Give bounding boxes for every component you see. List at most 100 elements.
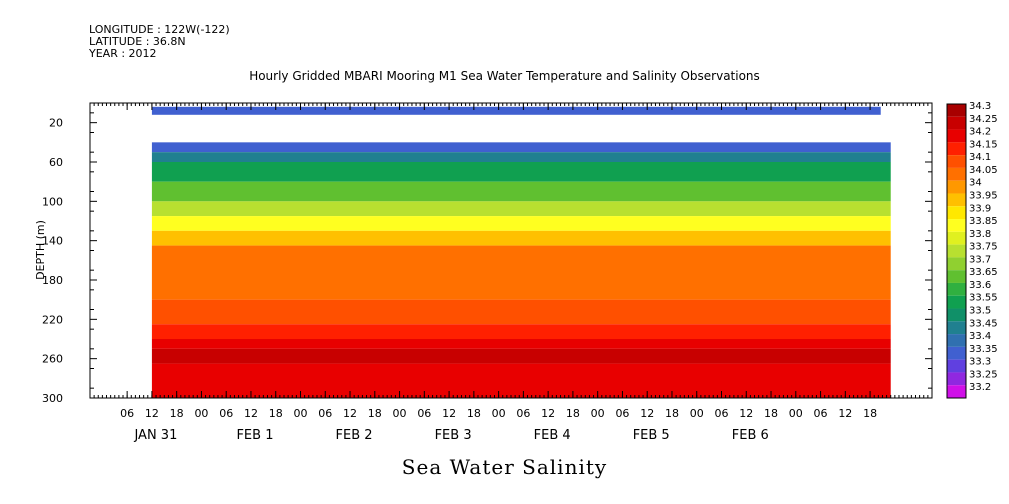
colorbar-swatch xyxy=(947,244,966,258)
colorbar-label: 33.3 xyxy=(969,357,991,368)
colorbar-label: 33.5 xyxy=(969,306,991,317)
x-tick-label: 18 xyxy=(170,407,184,420)
bottom-title: Sea Water Salinity xyxy=(401,455,608,479)
x-tick-label: 06 xyxy=(219,407,233,420)
colorbar-swatch xyxy=(947,372,966,386)
year-label: YEAR : 2012 xyxy=(89,47,157,60)
colorbar-frame xyxy=(946,103,967,399)
surface-salinity-strip xyxy=(151,106,881,115)
colorbar-label: 33.75 xyxy=(969,242,998,253)
x-tick-label: 12 xyxy=(838,407,852,420)
colorbar-swatch xyxy=(947,180,966,194)
x-tick-label: 00 xyxy=(194,407,208,420)
colorbar-label: 33.25 xyxy=(969,369,998,380)
salinity-band xyxy=(151,230,891,246)
colorbar-swatch xyxy=(947,193,966,207)
x-tick-label: 12 xyxy=(244,407,258,420)
salinity-band xyxy=(151,299,891,325)
x-tick-label: 00 xyxy=(393,407,407,420)
x-tick-label: 18 xyxy=(269,407,283,420)
colorbar-label: 33.55 xyxy=(969,293,998,304)
salinity-band xyxy=(151,348,891,364)
colorbar-swatch xyxy=(947,155,966,168)
x-tick-label: 18 xyxy=(467,407,481,420)
x-tick-label: 12 xyxy=(739,407,753,420)
y-tick-label: 100 xyxy=(42,195,63,208)
y-tick-label: 180 xyxy=(42,274,63,287)
x-tick-label: 18 xyxy=(566,407,580,420)
x-tick-label: 12 xyxy=(343,407,357,420)
colorbar-swatch xyxy=(947,295,966,309)
salinity-band xyxy=(151,201,891,217)
x-tick-label: 06 xyxy=(318,407,332,420)
x-tick-label: 00 xyxy=(294,407,308,420)
latitude-label: LATITUDE : 36.8N xyxy=(89,35,186,48)
salinity-band xyxy=(151,181,891,202)
colorbar-swatch xyxy=(947,231,966,245)
day-label: FEB 3 xyxy=(435,428,472,443)
y-tick-label: 140 xyxy=(42,235,63,248)
day-label: FEB 2 xyxy=(336,428,373,443)
x-tick-label: 18 xyxy=(764,407,778,420)
y-axis-label: DEPTH (m) xyxy=(34,220,47,280)
x-tick-label: 00 xyxy=(591,407,605,420)
day-label: FEB 1 xyxy=(236,428,273,443)
colorbar-swatch xyxy=(947,142,966,156)
y-tick-label: 20 xyxy=(49,117,63,130)
colorbar-label: 33.85 xyxy=(969,216,998,227)
colorbar-label: 34.3 xyxy=(969,101,991,112)
day-label: FEB 6 xyxy=(732,428,769,443)
colorbar-swatch xyxy=(947,334,966,347)
colorbar-label: 34.05 xyxy=(969,165,998,176)
colorbar-swatch xyxy=(947,282,966,296)
x-tick-label: 12 xyxy=(541,407,555,420)
longitude-label: LONGITUDE : 122W(-122) xyxy=(89,23,230,36)
colorbar-swatch xyxy=(947,257,966,271)
day-label: FEB 4 xyxy=(534,428,571,443)
colorbar-label: 33.95 xyxy=(969,190,998,201)
colorbar-swatch xyxy=(947,346,966,360)
x-tick-label: 06 xyxy=(516,407,530,420)
location-info: LONGITUDE : 122W(-122) LATITUDE : 36.8N … xyxy=(89,24,230,60)
x-tick-label: 12 xyxy=(145,407,159,420)
colorbar-swatch xyxy=(947,270,966,283)
x-tick-label: 12 xyxy=(442,407,456,420)
y-tick-label: 300 xyxy=(42,392,63,405)
x-tick-label: 12 xyxy=(640,407,654,420)
colorbar-label: 34.2 xyxy=(969,127,991,138)
x-tick-label: 06 xyxy=(120,407,134,420)
x-tick-label: 00 xyxy=(789,407,803,420)
salinity-band xyxy=(151,245,891,300)
colorbar-swatch xyxy=(947,129,966,143)
x-tick-label: 18 xyxy=(863,407,877,420)
salinity-band xyxy=(151,152,891,162)
colorbar-swatch xyxy=(947,206,966,220)
salinity-band xyxy=(151,363,891,398)
colorbar-swatch xyxy=(947,385,966,398)
salinity-band xyxy=(151,216,891,231)
colorbar-label: 33.65 xyxy=(969,267,998,278)
colorbar-swatch xyxy=(947,321,966,335)
colorbar-label: 34 xyxy=(969,178,982,189)
salinity-band xyxy=(151,339,891,349)
colorbar-label: 33.2 xyxy=(969,382,991,393)
y-tick-label: 60 xyxy=(49,156,63,169)
x-tick-label: 18 xyxy=(368,407,382,420)
x-tick-label: 00 xyxy=(690,407,704,420)
colorbar-label: 34.25 xyxy=(969,114,998,125)
x-tick-label: 06 xyxy=(417,407,431,420)
y-tick-label: 260 xyxy=(42,353,63,366)
day-label: FEB 5 xyxy=(633,428,670,443)
colorbar-swatch xyxy=(947,104,966,117)
colorbar-swatch xyxy=(947,219,966,232)
x-tick-label: 18 xyxy=(665,407,679,420)
salinity-band xyxy=(151,324,891,339)
colorbar-swatch xyxy=(947,167,966,181)
colorbar-swatch xyxy=(947,308,966,322)
x-tick-label: 00 xyxy=(492,407,506,420)
colorbar-label: 33.35 xyxy=(969,344,998,355)
salinity-band xyxy=(151,162,891,182)
x-tick-label: 06 xyxy=(814,407,828,420)
colorbar-label: 33.4 xyxy=(969,331,991,342)
